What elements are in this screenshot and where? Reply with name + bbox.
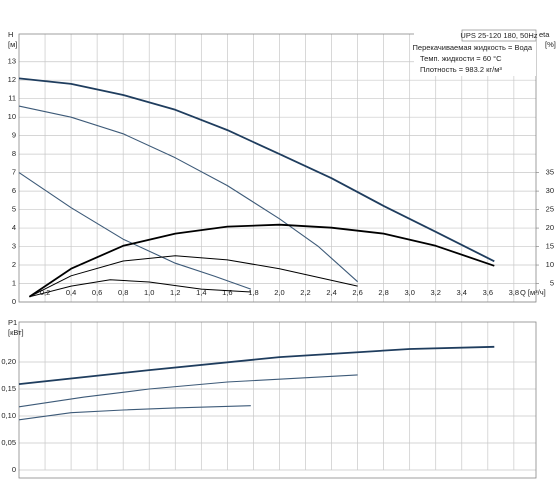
x-axis-label: Q [м³/ч] [520,288,546,297]
curve [18,105,358,283]
y-tick-label: 4 [12,223,16,232]
density: Плотность = 983.2 кг/м³ [420,65,502,74]
y-tick-label: 0 [12,465,16,474]
x-tick-label: 2,4 [326,288,336,297]
curve [18,405,251,421]
y-axis-label: P1 [8,318,17,327]
y-tick-label: 3 [12,242,16,251]
y-tick-label: 0,15 [1,384,16,393]
x-tick-label: 1,2 [170,288,180,297]
y-tick-label: 2 [12,260,16,269]
y2-tick-label: 35 [546,168,554,177]
x-tick-label: 1,4 [196,288,206,297]
y2-tick-label: 25 [546,205,554,214]
y2-tick-label: 20 [546,223,554,232]
y-tick-label: 1 [12,279,16,288]
x-tick-label: 0,8 [118,288,128,297]
y2-tick-label: 10 [546,260,554,269]
x-tick-label: 3,8 [509,288,519,297]
x-tick-label: 3,2 [431,288,441,297]
x-tick-label: 3,0 [404,288,414,297]
y-tick-label: 8 [12,149,16,158]
curve [18,172,251,290]
curve [18,374,358,408]
y2-tick-label: 5 [550,279,554,288]
model-box [461,29,537,42]
y-tick-label: 9 [12,131,16,140]
x-tick-label: 2,0 [274,288,284,297]
y-axis-unit: [м] [8,40,17,49]
curve [18,77,495,263]
y-tick-label: 0,20 [1,357,16,366]
y2-axis-label: eta [539,30,550,39]
x-tick-label: 0,6 [92,288,102,297]
plot-frame [18,321,537,479]
liquid: Перекачиваемая жидкость = Вода [413,43,533,52]
plot-frame [18,33,537,303]
y-tick-label: 7 [12,168,16,177]
y2-axis-unit: [%] [545,40,556,49]
y-tick-label: 11 [8,94,16,103]
y-tick-label: 0 [12,297,16,306]
curve [28,223,495,298]
x-tick-label: 2,2 [300,288,310,297]
curve [29,255,358,298]
x-tick-label: 2,8 [378,288,388,297]
y2-tick-label: 30 [546,186,554,195]
x-tick-label: 1,0 [144,288,154,297]
y-tick-label: 13 [8,57,16,66]
curve [29,279,251,298]
y-tick-label: 0,05 [1,438,16,447]
x-tick-label: 0,4 [66,288,76,297]
x-tick-label: 3,6 [483,288,493,297]
x-tick-label: 3,4 [457,288,467,297]
y-tick-label: 10 [8,112,16,121]
y2-tick-label: 15 [546,242,554,251]
x-tick-label: 1,8 [248,288,258,297]
y-tick-label: 0,10 [1,411,16,420]
y-axis-label: H [8,30,13,39]
y-tick-label: 5 [12,205,16,214]
x-tick-label: 2,6 [352,288,362,297]
model: UPS 25-120 180, 50Hz [460,31,537,40]
temperature: Темп. жидкости = 60 °C [420,54,502,63]
y-tick-label: 12 [8,75,16,84]
x-tick-label: 1,6 [222,288,232,297]
y-axis-unit: [кВт] [8,328,24,337]
y-tick-label: 6 [12,186,16,195]
curve [18,345,495,385]
